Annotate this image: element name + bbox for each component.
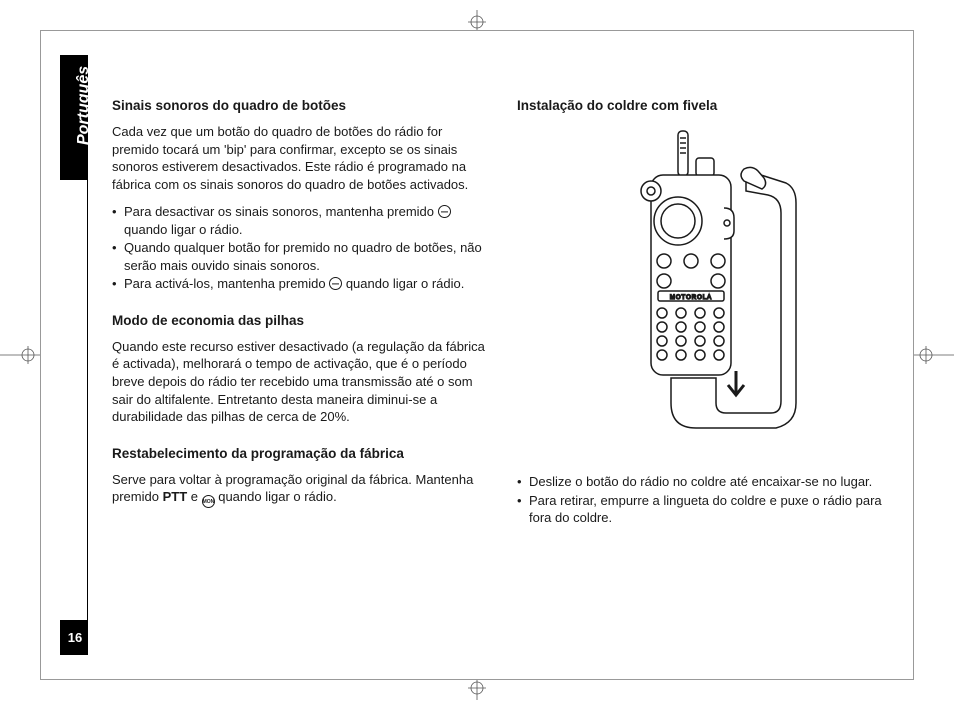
crop-mark-top xyxy=(462,10,492,30)
bullets-holster: Deslize o botão do rádio no coldre até e… xyxy=(517,473,894,527)
sidebar-rule xyxy=(87,55,88,655)
volume-down-icon xyxy=(329,277,342,290)
list-item: Para desactivar os sinais sonoros, mante… xyxy=(112,203,489,238)
paragraph-factory-reset: Serve para voltar à programação original… xyxy=(112,471,489,509)
mon-icon: MON xyxy=(202,495,215,508)
list-item: Para retirar, empurre a lingueta do cold… xyxy=(517,492,894,527)
crop-mark-bottom xyxy=(462,680,492,700)
content-area: Sinais sonoros do quadro de botões Cada … xyxy=(112,98,894,545)
sidebar-language-label: Português xyxy=(75,66,93,145)
paragraph-keypad-tones: Cada vez que um botão do quadro de botõe… xyxy=(112,123,489,193)
heading-holster: Instalação do coldre com fivela xyxy=(517,98,894,113)
volume-down-icon xyxy=(438,205,451,218)
bullet-text: Para activá-los, mantenha premido xyxy=(124,276,329,291)
svg-text:MOTOROLA: MOTOROLA xyxy=(669,295,711,301)
page-number: 16 xyxy=(62,626,88,648)
list-item: Quando qualquer botão for premido no qua… xyxy=(112,239,489,274)
right-column: Instalação do coldre com fivela xyxy=(517,98,894,545)
section-factory-reset: Restabelecimento da programação da fábri… xyxy=(112,446,489,509)
crop-mark-right xyxy=(914,340,954,370)
bullets-keypad-tones: Para desactivar os sinais sonoros, mante… xyxy=(112,203,489,293)
heading-keypad-tones: Sinais sonoros do quadro de botões xyxy=(112,98,489,113)
heading-factory-reset: Restabelecimento da programação da fábri… xyxy=(112,446,489,461)
heading-battery-save: Modo de economia das pilhas xyxy=(112,313,489,328)
paragraph-battery-save: Quando este recurso estiver desactivado … xyxy=(112,338,489,426)
bullet-text: quando ligar o rádio. xyxy=(342,276,464,291)
crop-mark-left xyxy=(0,340,40,370)
bullet-text: quando ligar o rádio. xyxy=(124,222,243,237)
section-keypad-tones: Sinais sonoros do quadro de botões Cada … xyxy=(112,98,489,293)
bullet-text: Para desactivar os sinais sonoros, mante… xyxy=(124,204,438,219)
left-column: Sinais sonoros do quadro de botões Cada … xyxy=(112,98,489,545)
ptt-label: PTT xyxy=(163,489,188,504)
para-text: quando ligar o rádio. xyxy=(215,489,337,504)
list-item: Deslize o botão do rádio no coldre até e… xyxy=(517,473,894,491)
radio-holster-illustration: MOTOROLA xyxy=(596,123,816,453)
para-text: e xyxy=(187,489,201,504)
section-battery-save: Modo de economia das pilhas Quando este … xyxy=(112,313,489,426)
list-item: Para activá-los, mantenha premido quando… xyxy=(112,275,489,293)
